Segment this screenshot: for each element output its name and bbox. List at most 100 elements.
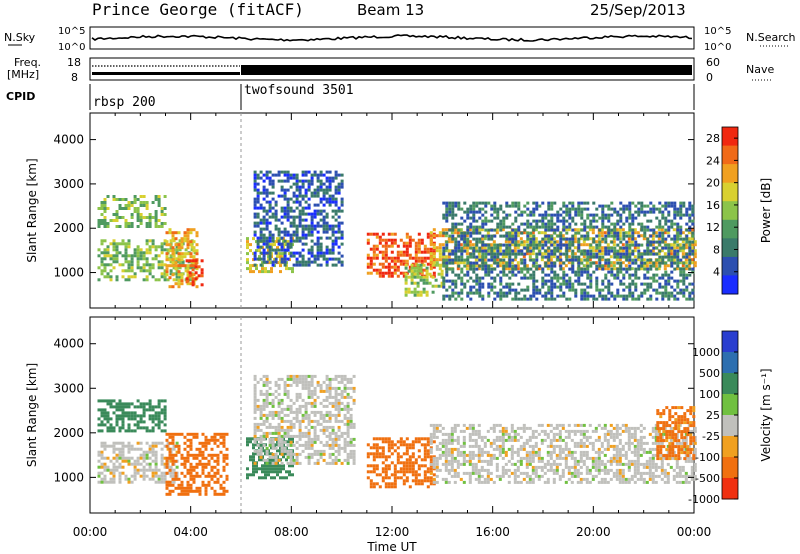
heatmap-cell-r5 bbox=[280, 260, 284, 264]
heatmap-cell-r9 bbox=[604, 261, 608, 265]
heatmap-cell-r8 bbox=[546, 249, 550, 253]
heatmap-cell-r1 bbox=[145, 441, 149, 445]
heatmap-cell-r5 bbox=[265, 194, 269, 198]
heatmap-cell-r1 bbox=[109, 459, 113, 463]
heatmap-cell-r6 bbox=[411, 256, 415, 260]
heatmap-cell-r1 bbox=[136, 468, 140, 472]
heatmap-cell-r4 bbox=[298, 437, 302, 441]
heatmap-cell-r4 bbox=[262, 383, 266, 387]
heatmap-cell-r9 bbox=[454, 297, 458, 301]
heatmap-cell-r9 bbox=[667, 243, 671, 247]
heatmap-cell-r4 bbox=[334, 401, 338, 405]
heatmap-cell-r4 bbox=[298, 404, 302, 408]
heatmap-cell-r2 bbox=[192, 435, 196, 439]
heatmap-cell-r1 bbox=[118, 465, 122, 469]
heatmap-cell-r9 bbox=[637, 249, 641, 253]
heatmap-cell-r4 bbox=[289, 428, 293, 432]
heatmap-cell-r2 bbox=[222, 438, 226, 442]
heatmap-cell-r9 bbox=[685, 210, 689, 214]
heatmap-cell-r1 bbox=[109, 468, 113, 472]
heatmap-cell-r5 bbox=[313, 194, 317, 198]
colorbar-swatch bbox=[722, 238, 738, 258]
heatmap-cell-r4 bbox=[295, 395, 299, 399]
heatmap-cell-r2 bbox=[198, 459, 202, 463]
heatmap-cell-r8 bbox=[645, 264, 649, 268]
heatmap-cell-r4 bbox=[295, 380, 299, 384]
heatmap-cell-r9 bbox=[679, 201, 683, 205]
heatmap-cell-r9 bbox=[559, 219, 563, 223]
heatmap-cell-r6 bbox=[411, 238, 415, 242]
heatmap-cell-r7 bbox=[428, 272, 432, 276]
heatmap-cell-r2 bbox=[171, 459, 175, 463]
heatmap-cell-r1 bbox=[142, 269, 146, 273]
heatmap-cell-r8 bbox=[663, 231, 667, 235]
heatmap-cell-r9 bbox=[646, 276, 650, 280]
heatmap-cell-r1 bbox=[112, 441, 116, 445]
heatmap-cell-r9 bbox=[634, 240, 638, 244]
heatmap-cell-r6 bbox=[381, 265, 385, 269]
heatmap-cell-r1 bbox=[103, 269, 107, 273]
heatmap-cell-r9 bbox=[580, 222, 584, 226]
heatmap-cell-r9 bbox=[592, 219, 596, 223]
heatmap-cell-r9 bbox=[655, 207, 659, 211]
heatmap-cell-r8 bbox=[693, 243, 697, 247]
heatmap-cell-r4 bbox=[262, 419, 266, 423]
heatmap-cell-r9 bbox=[598, 240, 602, 244]
heatmap-cell-r9 bbox=[634, 288, 638, 292]
heatmap-cell-r8 bbox=[588, 228, 592, 232]
heatmap-cell-r1 bbox=[148, 269, 152, 273]
heatmap-cell-r9 bbox=[502, 210, 506, 214]
heatmap-cell-r4 bbox=[246, 237, 249, 241]
heatmap-cell-r0 bbox=[157, 420, 161, 424]
heatmap-cell-r9 bbox=[469, 246, 473, 250]
heatmap-cell-r5 bbox=[328, 248, 332, 252]
heatmap-cell-r6 bbox=[432, 265, 436, 269]
heatmap-cell-r5 bbox=[289, 215, 293, 219]
heatmap-cell-r9 bbox=[598, 249, 602, 253]
heatmap-cell-r2 bbox=[186, 483, 190, 487]
heatmap-cell-r5 bbox=[271, 191, 275, 195]
heatmap-cell-r9 bbox=[448, 294, 452, 298]
heatmap-cell-r9 bbox=[484, 201, 488, 205]
heatmap-cell-r9 bbox=[688, 240, 692, 244]
heatmap-cell-r9 bbox=[616, 243, 620, 247]
heatmap-cell-r2 bbox=[177, 246, 181, 250]
heatmap-cell-r7 bbox=[410, 269, 414, 273]
heatmap-cell-r4 bbox=[253, 437, 257, 441]
heatmap-cell-r4 bbox=[328, 392, 332, 396]
heatmap-cell-r9 bbox=[466, 237, 470, 241]
heatmap-cell-r6 bbox=[408, 235, 412, 239]
heatmap-cell-r5 bbox=[283, 254, 287, 258]
heatmap-cell-r3 bbox=[291, 437, 294, 441]
heatmap-cell-r1 bbox=[151, 263, 155, 267]
heatmap-cell-r4 bbox=[286, 449, 290, 453]
heatmap-cell-r5 bbox=[283, 227, 287, 231]
heatmap-cell-r4 bbox=[322, 398, 326, 402]
heatmap-cell-r6 bbox=[366, 232, 370, 236]
heatmap-cell-r8 bbox=[489, 264, 493, 268]
heatmap-cell-r1 bbox=[154, 444, 158, 448]
heatmap-cell-r9 bbox=[514, 291, 518, 295]
heatmap-cell-r5 bbox=[304, 242, 308, 246]
heatmap-cell-r4 bbox=[277, 425, 281, 429]
heatmap-cell-r8 bbox=[534, 228, 538, 232]
heatmap-cell-r5 bbox=[271, 263, 275, 267]
heatmap-cell-r9 bbox=[562, 222, 566, 226]
heatmap-cell-r2 bbox=[180, 264, 184, 268]
heatmap-cell-r9 bbox=[595, 279, 599, 283]
heatmap-cell-r9 bbox=[547, 297, 551, 301]
heatmap-cell-r2 bbox=[183, 489, 187, 493]
heatmap-cell-r5 bbox=[325, 170, 329, 174]
heatmap-cell-r9 bbox=[514, 273, 518, 277]
heatmap-cell-r8 bbox=[675, 267, 679, 271]
heatmap-cell-r9 bbox=[601, 297, 605, 301]
heatmap-cell-r4 bbox=[346, 422, 350, 426]
heatmap-cell-r9 bbox=[454, 258, 458, 262]
heatmap-cell-r5 bbox=[280, 206, 284, 210]
heatmap-cell-r9 bbox=[472, 228, 476, 232]
heatmap-cell-r5 bbox=[316, 176, 320, 180]
heatmap-cell-r9 bbox=[523, 294, 527, 298]
heatmap-cell-r2 bbox=[174, 459, 178, 463]
heatmap-cell-r5 bbox=[268, 215, 272, 219]
heatmap-cell-r8 bbox=[462, 246, 466, 250]
